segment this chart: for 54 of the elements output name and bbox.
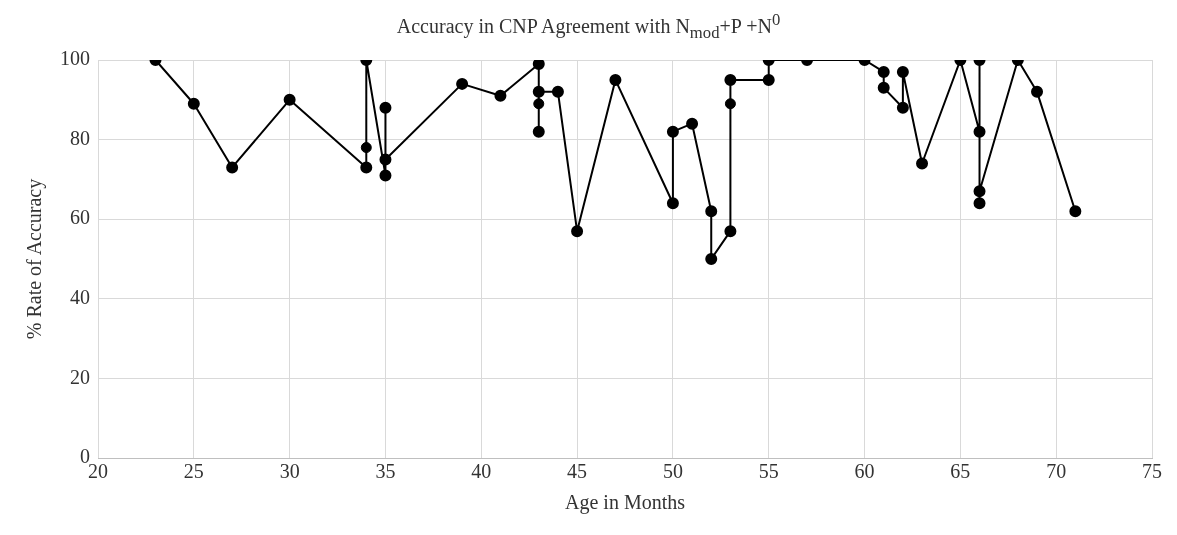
point bbox=[705, 253, 718, 265]
point bbox=[1031, 85, 1044, 98]
point bbox=[456, 77, 469, 90]
point bbox=[724, 73, 737, 86]
point bbox=[532, 125, 545, 138]
point bbox=[360, 161, 373, 174]
y-tick-label: 100 bbox=[60, 47, 90, 70]
point bbox=[187, 97, 200, 110]
point bbox=[379, 153, 392, 166]
y-axis-title: % Rate of Accuracy bbox=[23, 178, 47, 340]
point bbox=[532, 85, 545, 98]
y-tick-label: 20 bbox=[70, 365, 90, 388]
y-tick-label: 60 bbox=[70, 206, 90, 229]
point bbox=[724, 225, 737, 238]
point bbox=[666, 125, 679, 138]
point bbox=[686, 117, 699, 130]
point bbox=[666, 197, 679, 210]
point bbox=[609, 73, 622, 86]
y-tick-label: 40 bbox=[70, 286, 90, 309]
x-tick-label: 25 bbox=[183, 460, 204, 483]
point bbox=[877, 81, 890, 94]
y-tick-label: 80 bbox=[70, 126, 90, 149]
point bbox=[896, 65, 909, 78]
point bbox=[379, 169, 392, 182]
point bbox=[896, 101, 909, 114]
x-tick-label: 60 bbox=[854, 460, 875, 483]
point bbox=[283, 93, 296, 106]
point bbox=[1069, 205, 1082, 218]
point bbox=[973, 197, 986, 210]
x-tick-label: 45 bbox=[567, 460, 588, 483]
x-tick-label: 55 bbox=[758, 460, 779, 483]
point bbox=[705, 205, 718, 218]
point bbox=[571, 225, 584, 238]
x-tick-label: 35 bbox=[375, 460, 396, 483]
point bbox=[379, 101, 392, 114]
point bbox=[551, 85, 564, 98]
x-tick-label: 65 bbox=[950, 460, 971, 483]
point bbox=[226, 161, 239, 174]
x-tick-label: 70 bbox=[1046, 460, 1067, 483]
point bbox=[973, 125, 986, 138]
x-tick-label: 75 bbox=[1142, 460, 1162, 483]
y-tick-label: 0 bbox=[80, 445, 90, 468]
point bbox=[877, 65, 890, 78]
x-axis-title: Age in Months bbox=[565, 491, 686, 515]
point bbox=[494, 89, 507, 102]
chart-title: Accuracy in CNP Agreement with N$_{mod}$+P +N$^{0}$ bbox=[395, 10, 782, 43]
x-tick-label: 20 bbox=[88, 460, 108, 483]
point bbox=[532, 60, 545, 70]
x-tick-label: 40 bbox=[471, 460, 492, 483]
point bbox=[762, 73, 775, 86]
point bbox=[916, 157, 929, 170]
x-tick-label: 50 bbox=[662, 460, 683, 483]
point bbox=[973, 185, 986, 198]
x-tick-label: 30 bbox=[279, 460, 300, 483]
